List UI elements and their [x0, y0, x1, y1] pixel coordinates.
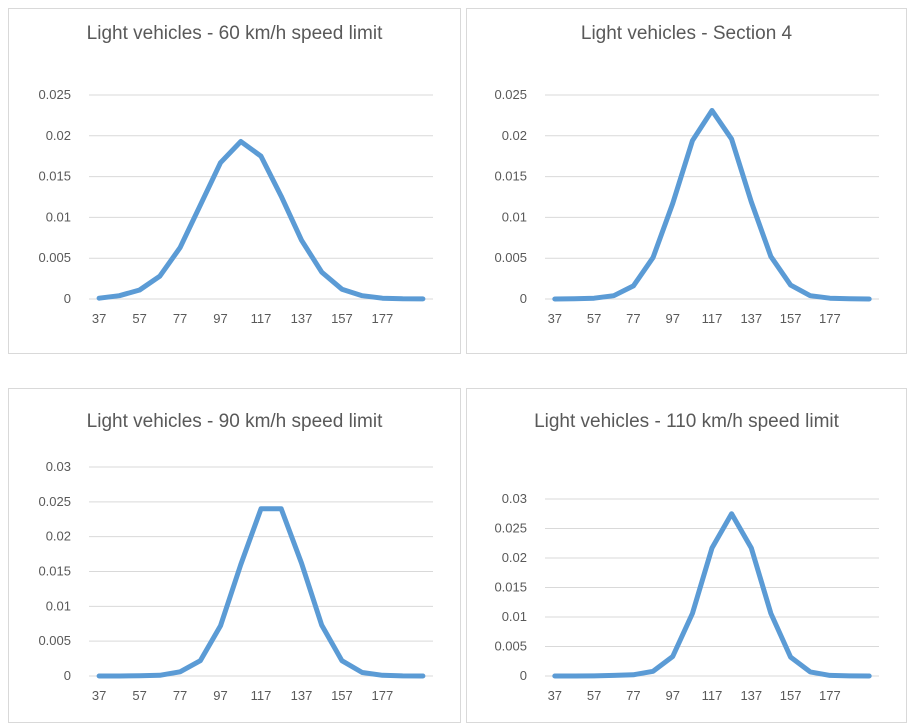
- x-tick-label: 77: [173, 311, 187, 326]
- y-tick-label: 0.025: [38, 494, 71, 509]
- x-tick-label: 177: [819, 688, 841, 703]
- x-tick-label: 157: [331, 311, 353, 326]
- x-tick-label: 177: [372, 311, 394, 326]
- x-tick-label: 97: [665, 311, 679, 326]
- y-tick-label: 0.025: [494, 521, 527, 536]
- y-tick-label: 0.01: [46, 598, 71, 613]
- x-tick-label: 77: [626, 311, 640, 326]
- y-tick-label: 0: [520, 291, 527, 306]
- y-tick-label: 0.02: [46, 529, 71, 544]
- y-tick-label: 0.025: [494, 87, 527, 102]
- chart-plot: 0 0.005 0.01 0.015 0.02 0.025 37 57 77 97 117 137 15…: [9, 9, 462, 355]
- x-tick-label: 97: [213, 688, 227, 703]
- y-tick-label: 0.005: [494, 639, 527, 654]
- y-tick-label: 0.02: [502, 550, 527, 565]
- x-tick-label: 117: [702, 311, 723, 326]
- x-tick-label: 57: [132, 311, 146, 326]
- series-line: [555, 514, 869, 676]
- series-line: [99, 142, 423, 299]
- x-tick-label: 137: [291, 311, 313, 326]
- series-line: [555, 111, 869, 300]
- x-tick-label: 137: [740, 688, 762, 703]
- x-tick-label: 117: [251, 311, 272, 326]
- y-tick-label: 0.005: [38, 633, 71, 648]
- x-tick-label: 137: [740, 311, 762, 326]
- y-tick-label: 0.005: [494, 250, 527, 265]
- series-line: [99, 509, 423, 676]
- x-tick-label: 177: [819, 311, 841, 326]
- chart-plot: 0 0.005 0.01 0.015 0.02 0.025 37 57 77 97 117 137 15…: [467, 9, 907, 355]
- x-tick-label: 37: [548, 688, 562, 703]
- y-tick-label: 0.015: [38, 169, 71, 184]
- x-tick-label: 117: [251, 688, 272, 703]
- x-tick-label: 57: [587, 688, 601, 703]
- x-tick-label: 57: [587, 311, 601, 326]
- y-tick-label: 0.005: [38, 250, 71, 265]
- y-tick-label: 0.015: [38, 564, 71, 579]
- x-tick-label: 57: [132, 688, 146, 703]
- y-tick-label: 0.01: [46, 209, 71, 224]
- y-tick-label: 0: [64, 668, 71, 683]
- x-tick-label: 157: [331, 688, 353, 703]
- x-tick-label: 117: [702, 688, 723, 703]
- x-tick-label: 37: [92, 688, 106, 703]
- x-tick-label: 97: [665, 688, 679, 703]
- y-tick-label: 0.015: [494, 580, 527, 595]
- x-tick-label: 157: [780, 311, 802, 326]
- y-tick-label: 0.02: [502, 128, 527, 143]
- x-tick-label: 37: [548, 311, 562, 326]
- chart-plot: 0 0.005 0.01 0.015 0.02 0.025 0.03 37 57 77 97 117 1…: [467, 389, 907, 724]
- y-tick-label: 0.03: [502, 491, 527, 506]
- y-tick-label: 0: [520, 668, 527, 683]
- y-tick-label: 0.03: [46, 459, 71, 474]
- x-tick-label: 97: [213, 311, 227, 326]
- x-tick-label: 77: [626, 688, 640, 703]
- y-tick-label: 0.015: [494, 169, 527, 184]
- y-tick-label: 0.025: [38, 87, 71, 102]
- y-tick-label: 0: [64, 291, 71, 306]
- x-tick-label: 157: [780, 688, 802, 703]
- x-tick-label: 177: [372, 688, 394, 703]
- x-tick-label: 77: [173, 688, 187, 703]
- x-tick-label: 137: [291, 688, 313, 703]
- y-tick-label: 0.01: [502, 609, 527, 624]
- x-tick-label: 37: [92, 311, 106, 326]
- chart-plot: 0 0.005 0.01 0.015 0.02 0.025 0.03 37 57 77 97 117 1…: [9, 389, 462, 724]
- y-tick-label: 0.02: [46, 128, 71, 143]
- y-tick-label: 0.01: [502, 209, 527, 224]
